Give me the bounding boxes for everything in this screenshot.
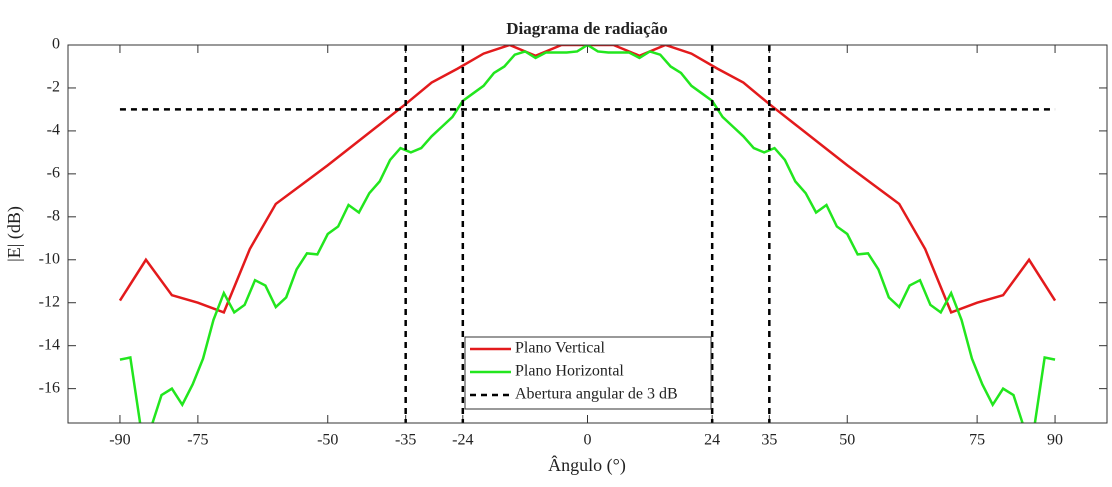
- y-tick-label: -16: [39, 379, 60, 396]
- x-tick-label: 90: [1047, 432, 1063, 449]
- y-axis-label: |E| (dB): [4, 206, 25, 262]
- y-tick-label: -8: [47, 207, 60, 224]
- x-tick-label: 0: [584, 432, 592, 449]
- y-tick-label: -2: [47, 79, 60, 96]
- series-line: [118, 45, 1057, 314]
- x-tick-label: -75: [187, 432, 208, 449]
- x-tick-label: -35: [395, 432, 416, 449]
- x-tick-label: 50: [839, 432, 855, 449]
- y-tick-label: -4: [47, 122, 60, 139]
- legend-label: Abertura angular de 3 dB: [515, 386, 678, 403]
- x-tick-label: -24: [452, 432, 473, 449]
- legend-label: Plano Horizontal: [515, 363, 624, 380]
- chart-title: Diagrama de radiação: [506, 19, 667, 38]
- y-tick-label: -6: [47, 165, 60, 182]
- y-tick-label: -12: [39, 293, 60, 310]
- y-tick-label: 0: [52, 36, 60, 53]
- x-tick-label: 75: [969, 432, 985, 449]
- y-tick-label: -10: [39, 250, 60, 267]
- x-tick-label: 24: [704, 432, 720, 449]
- plot-lines: [118, 45, 1057, 423]
- x-axis-label: Ângulo (°): [548, 454, 626, 476]
- x-tick-label: -90: [109, 432, 130, 449]
- y-tick-label: -14: [39, 336, 60, 353]
- series-line: [119, 45, 1056, 423]
- x-tick-label: 35: [761, 432, 777, 449]
- plot-border: [67, 44, 1108, 424]
- legend-label: Plano Vertical: [515, 340, 605, 357]
- x-tick-label: -50: [317, 432, 338, 449]
